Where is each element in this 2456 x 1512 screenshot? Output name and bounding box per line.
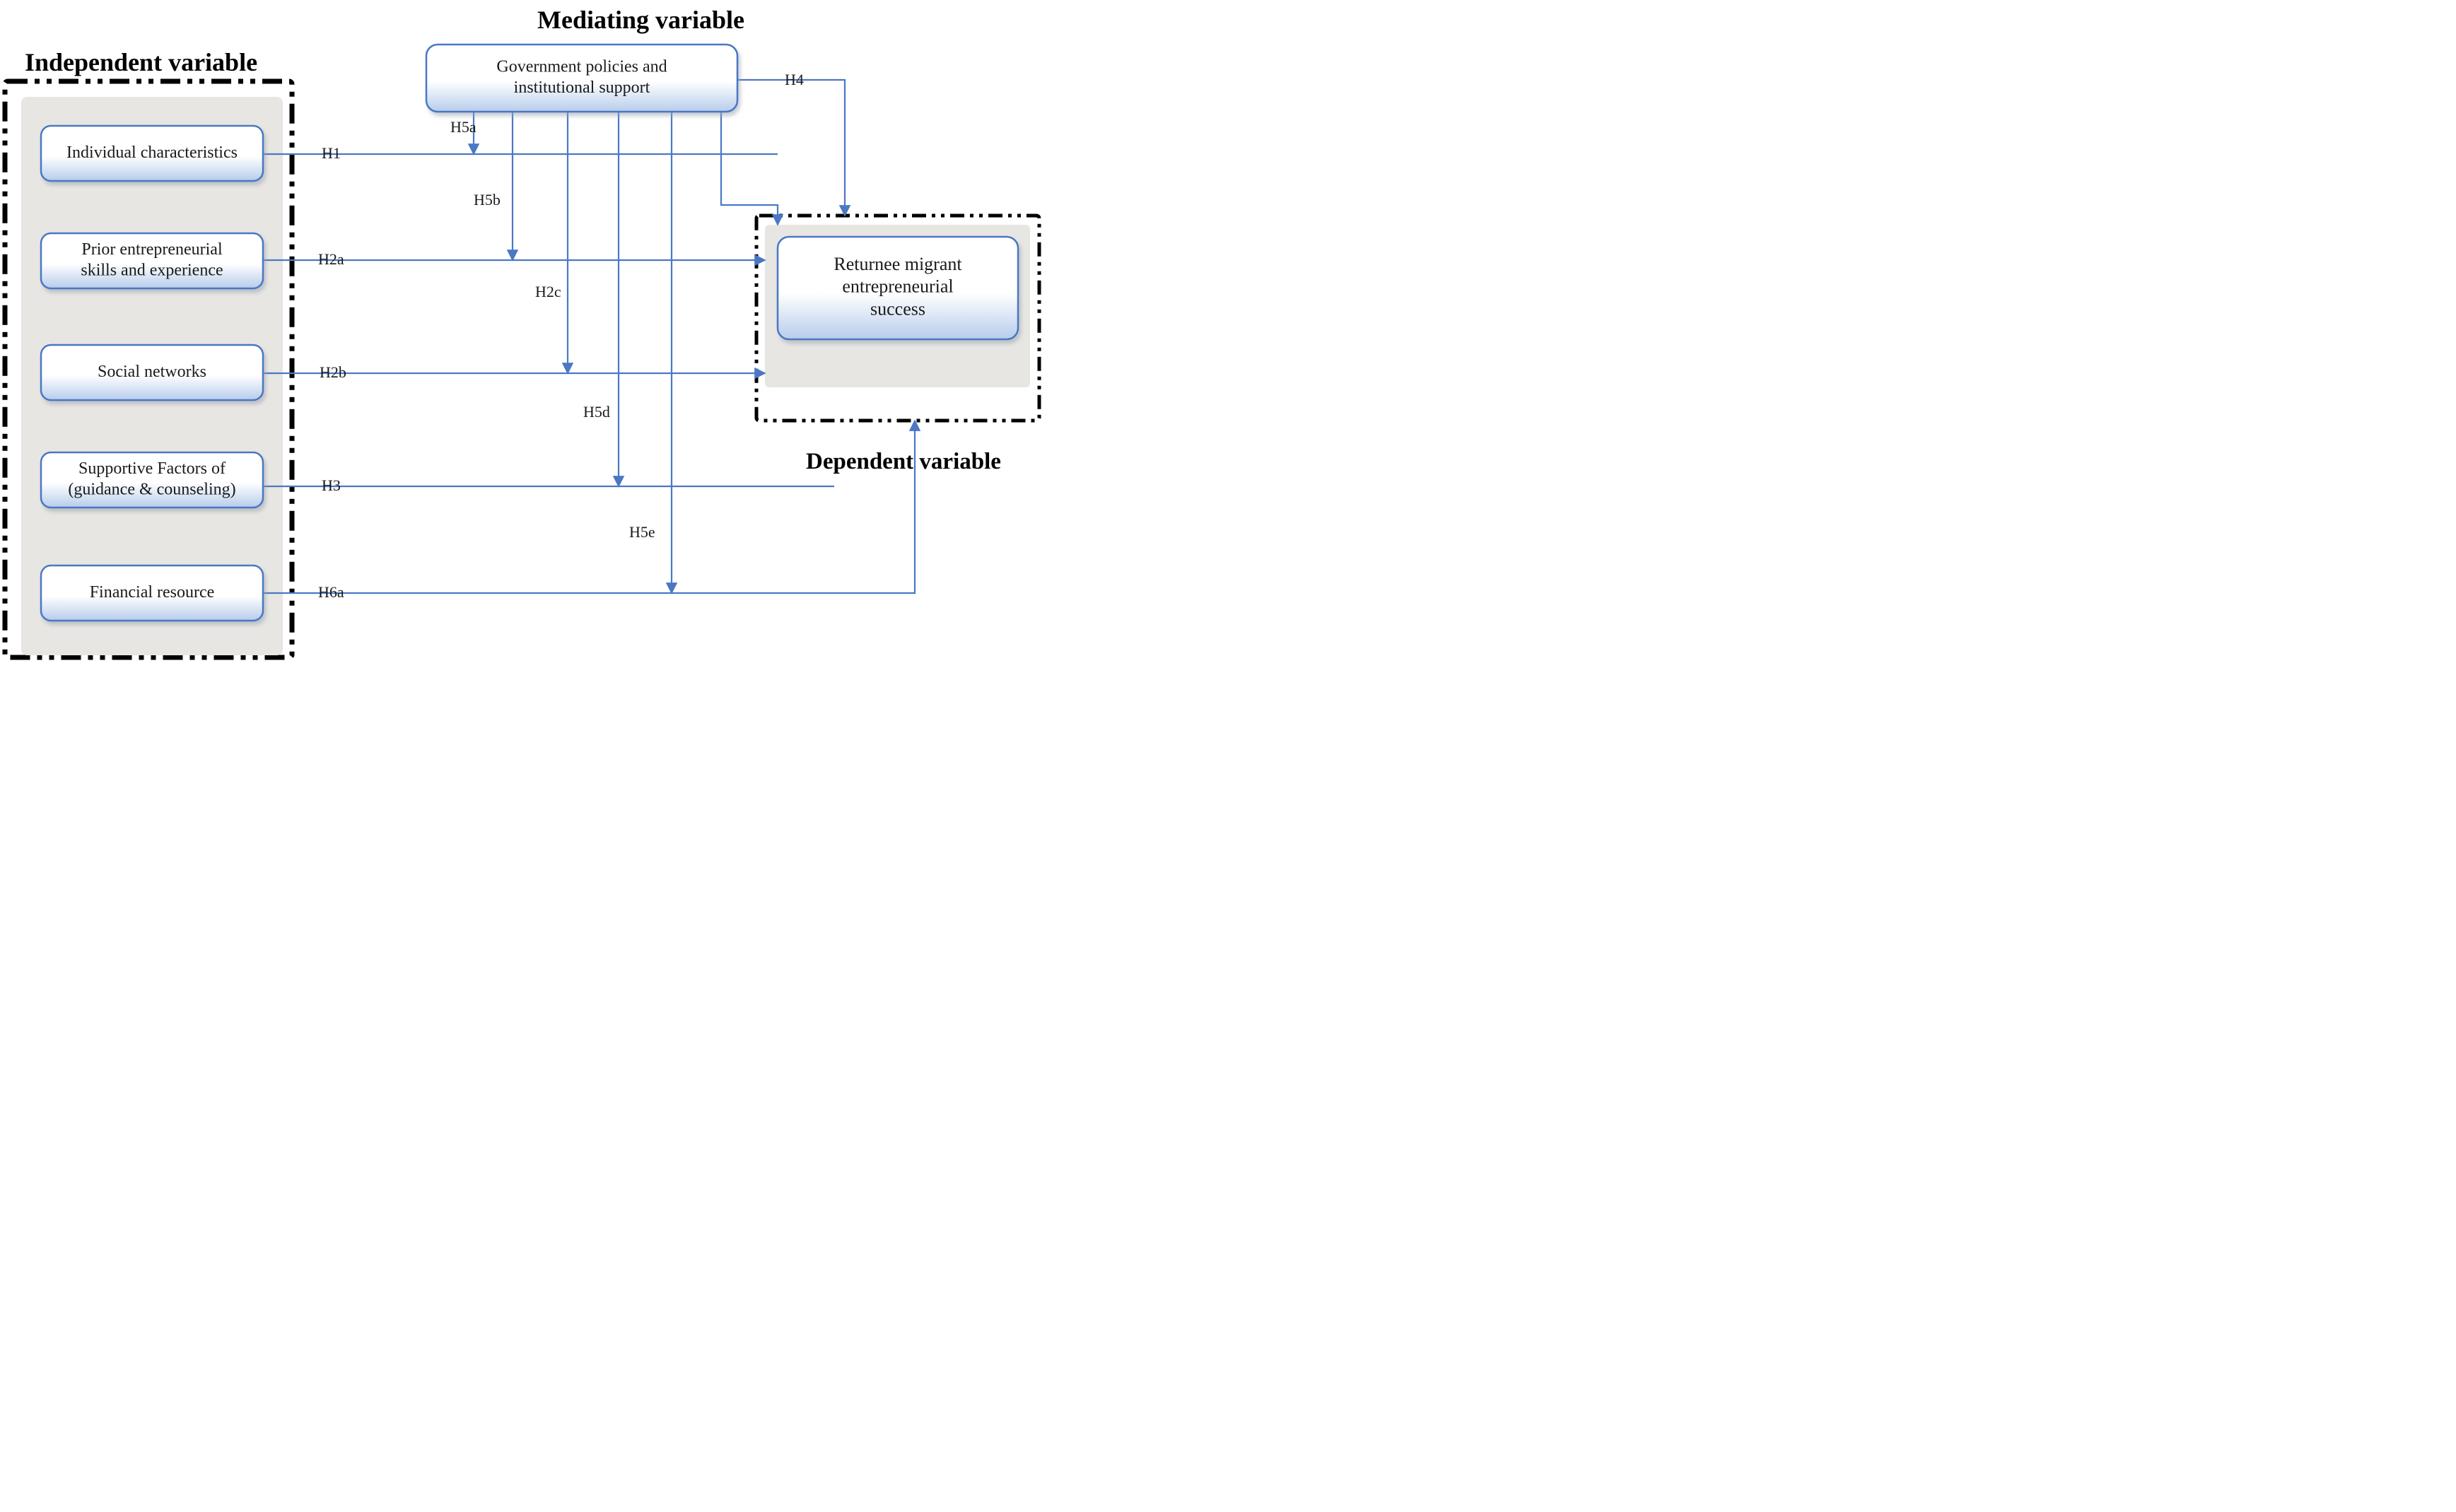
iv-box-iv4-label-0: Supportive Factors of bbox=[78, 459, 226, 478]
edge-H4 bbox=[737, 80, 845, 216]
dependent-box-label-2: success bbox=[870, 298, 925, 319]
heading-dependent: Dependent variable bbox=[806, 449, 1001, 474]
iv-box-iv1-label-0: Individual characteristics bbox=[66, 143, 238, 162]
iv-box-iv4: Supportive Factors of (guidance & counsel… bbox=[41, 452, 263, 508]
heading-independent: Independent variable bbox=[25, 48, 257, 76]
edge-label-H1: H1 bbox=[322, 144, 341, 162]
mediator-box-label-0: Government policies and bbox=[496, 58, 667, 76]
dependent-box: Returnee migrantentrepreneurialsuccess bbox=[778, 237, 1018, 339]
edge-label-H5b: H5b bbox=[474, 191, 501, 209]
mediator-box: Government policies and institutional sup… bbox=[426, 45, 737, 112]
mediator-box-label-1: institutional support bbox=[514, 78, 650, 97]
edge-label-H6a: H6a bbox=[318, 583, 344, 601]
heading-mediating: Mediating variable bbox=[537, 6, 744, 34]
edge-H6a bbox=[263, 421, 915, 593]
edge-label-H3: H3 bbox=[322, 476, 341, 494]
iv-box-iv4-label-1: (guidance & counseling) bbox=[68, 480, 235, 498]
iv-box-iv2: Prior entrepreneurial skills and experien… bbox=[41, 233, 263, 288]
edge-label-H2b: H2b bbox=[320, 363, 346, 381]
edge-label-H2a: H2a bbox=[318, 250, 344, 268]
iv-box-iv2-label-1: skills and experience bbox=[81, 261, 223, 279]
dependent-box-label-1: entrepreneurial bbox=[842, 276, 953, 297]
edge-label-H2c: H2c bbox=[535, 283, 561, 300]
edge-label-H5e: H5e bbox=[629, 523, 655, 541]
iv-box-iv1: Individual characteristics bbox=[41, 126, 263, 181]
diagram-root: H1 H2a H2b H3 H6a H4 H5a H5b H2c H5d H5e Government… bbox=[0, 0, 2456, 686]
edge-MtoDep bbox=[721, 112, 778, 225]
edge-label-H5d: H5d bbox=[583, 403, 610, 421]
iv-box-iv2-label-0: Prior entrepreneurial bbox=[81, 240, 223, 259]
edge-label-H5a: H5a bbox=[450, 118, 476, 136]
iv-box-iv5: Financial resource bbox=[41, 565, 263, 621]
iv-box-iv3: Social networks bbox=[41, 345, 263, 400]
iv-box-iv5-label-0: Financial resource bbox=[90, 583, 215, 602]
edge-label-H4: H4 bbox=[785, 71, 804, 88]
dependent-box-label-0: Returnee migrant bbox=[834, 254, 962, 274]
iv-box-iv3-label-0: Social networks bbox=[98, 363, 206, 381]
